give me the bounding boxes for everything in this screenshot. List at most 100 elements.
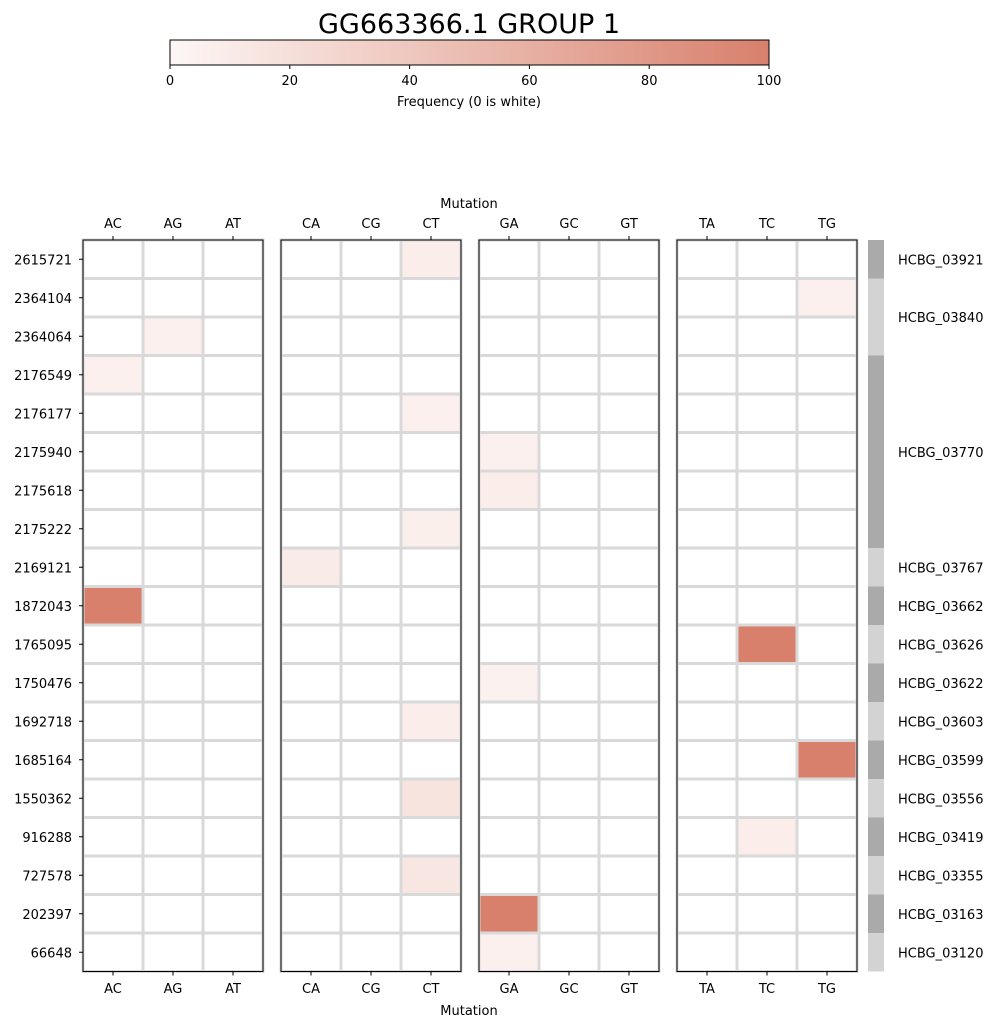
heatmap-cell xyxy=(537,508,601,550)
heatmap-cell xyxy=(141,354,205,396)
x-tick-label-top: CA xyxy=(302,217,320,232)
heatmap-cell xyxy=(279,700,343,742)
heatmap-cell xyxy=(399,431,463,473)
heatmap-cell xyxy=(279,392,343,434)
panel-2: CA CA CG CG CT CT xyxy=(279,217,463,997)
x-tick-label-bottom: AC xyxy=(104,982,122,997)
x-tick-label-top: GC xyxy=(559,217,578,232)
x-tick-label-bottom: CG xyxy=(361,982,380,997)
heatmap-cell xyxy=(141,662,205,704)
heatmap-cell xyxy=(477,277,541,319)
heatmap-cell xyxy=(279,777,343,819)
x-axis-label-top: Mutation xyxy=(440,197,497,212)
row-label: 2169121 xyxy=(14,561,72,576)
heatmap-cell xyxy=(201,662,265,704)
heatmap-cell xyxy=(201,354,265,396)
heatmap-cell xyxy=(81,623,145,665)
heatmap-cell xyxy=(279,315,343,357)
heatmap-cell xyxy=(675,354,739,396)
heatmap-cell xyxy=(675,277,739,319)
heatmap-cell xyxy=(537,931,601,973)
heatmap-cell xyxy=(477,854,541,896)
heatmap-cell xyxy=(735,469,799,511)
row-label: 2176177 xyxy=(14,407,72,422)
heatmap-cell xyxy=(81,893,145,935)
row-label: 1750476 xyxy=(14,677,72,692)
heatmap-cell xyxy=(537,277,601,319)
heatmap-cell xyxy=(339,546,403,588)
heatmap-cell xyxy=(279,623,343,665)
colorbar-tick-label: 20 xyxy=(282,74,299,89)
group-segment xyxy=(868,894,884,933)
heatmap-cell xyxy=(537,854,601,896)
heatmap-cell xyxy=(735,854,799,896)
row-label: 2364064 xyxy=(14,330,72,345)
heatmap-cell xyxy=(399,662,463,704)
heatmap-cell xyxy=(537,546,601,588)
heatmap-cell xyxy=(795,354,859,396)
heatmap-cell xyxy=(141,585,205,627)
group-segment xyxy=(868,548,884,587)
x-tick-label-bottom: TA xyxy=(698,982,715,997)
heatmap-cell xyxy=(279,469,343,511)
heatmap-cell xyxy=(537,739,601,781)
heatmap-cell xyxy=(399,931,463,973)
heatmap-cell xyxy=(675,739,739,781)
heatmap-cell xyxy=(735,431,799,473)
heatmap-cell xyxy=(597,739,661,781)
heatmap-cell xyxy=(477,700,541,742)
heatmap-cell xyxy=(597,354,661,396)
heatmap-cell xyxy=(339,315,403,357)
heatmap-cell xyxy=(537,816,601,858)
heatmap-cell xyxy=(141,893,205,935)
row-label: 2364104 xyxy=(14,292,72,307)
heatmap-cell xyxy=(477,585,541,627)
group-label: HCBG_03355 xyxy=(898,869,983,884)
heatmap-cell xyxy=(81,354,145,396)
heatmap-cell xyxy=(141,469,205,511)
heatmap-cell xyxy=(279,546,343,588)
heatmap-cell xyxy=(279,854,343,896)
heatmap-cell xyxy=(141,700,205,742)
heatmap-cell xyxy=(201,623,265,665)
heatmap-cell xyxy=(141,238,205,280)
heatmap-cell xyxy=(735,700,799,742)
heatmap-cell xyxy=(399,816,463,858)
heatmap-cell xyxy=(399,893,463,935)
heatmap-cell xyxy=(735,893,799,935)
heatmap-cell xyxy=(81,431,145,473)
heatmap-cell xyxy=(201,739,265,781)
colorbar-ticks: 0 20 40 60 80 100 xyxy=(166,65,781,89)
group-segment xyxy=(868,278,884,356)
group-label: HCBG_03599 xyxy=(898,754,983,769)
heatmap-cell xyxy=(81,700,145,742)
heatmap-cell xyxy=(399,469,463,511)
heatmap-cell xyxy=(735,623,799,665)
heatmap-panels: ACACAGAGATATCACACGCGCTCTGAGAGCGCGTGTTATA… xyxy=(81,217,859,997)
heatmap-cell xyxy=(399,546,463,588)
heatmap-cell xyxy=(537,662,601,704)
heatmap-cell xyxy=(735,277,799,319)
x-tick-label-top: AC xyxy=(104,217,122,232)
heatmap-cell xyxy=(597,392,661,434)
colorbar xyxy=(169,39,770,66)
heatmap-cell xyxy=(81,777,145,819)
heatmap-cell xyxy=(735,546,799,588)
heatmap-cell xyxy=(81,238,145,280)
heatmap-cell xyxy=(81,469,145,511)
group-segment xyxy=(868,779,884,818)
heatmap-cell xyxy=(81,508,145,550)
heatmap-cell xyxy=(597,623,661,665)
row-label: 1872043 xyxy=(14,600,72,615)
row-label: 2175618 xyxy=(14,484,72,499)
heatmap-cell xyxy=(735,315,799,357)
heatmap-cell xyxy=(537,354,601,396)
heatmap-cell xyxy=(201,508,265,550)
row-label: 2175222 xyxy=(14,523,72,538)
heatmap-cell xyxy=(477,816,541,858)
heatmap-cell xyxy=(81,277,145,319)
heatmap-cell xyxy=(279,931,343,973)
group-label: HCBG_03603 xyxy=(898,715,983,730)
panel-3: GA GA GC GC GT GT xyxy=(477,217,661,997)
heatmap-cell xyxy=(597,469,661,511)
